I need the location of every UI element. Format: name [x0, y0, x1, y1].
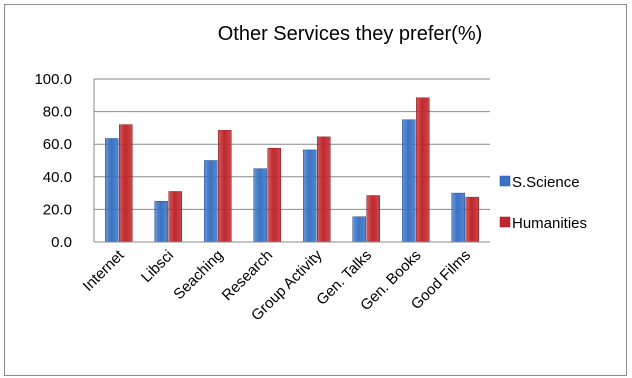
humanities-bar [465, 196, 479, 243]
s-science-bar [154, 201, 168, 243]
legend: S.Science Humanities [499, 174, 587, 232]
y-tick-label: 40.0 [43, 169, 72, 186]
s-science-bar [402, 119, 416, 243]
humanities-bar [168, 191, 182, 243]
y-tick-label: 20.0 [43, 201, 72, 218]
s-science-bar [303, 149, 317, 243]
s-science-bar [352, 216, 366, 243]
bars [105, 97, 479, 243]
gridlines [94, 78, 490, 243]
x-tick-label: Libsci [138, 247, 177, 286]
chart-title: Other Services they prefer(%) [218, 23, 483, 45]
y-axis: 0.0 20.0 40.0 60.0 80.0 100.0 [34, 71, 95, 251]
humanities-bar [317, 136, 331, 243]
y-tick-label: 100.0 [34, 71, 72, 88]
legend-swatch [499, 216, 511, 228]
x-tick-label: Internet [80, 246, 129, 295]
x-tick-label: Seaching [170, 247, 226, 303]
humanities-bar [218, 130, 232, 243]
s-science-bar [451, 192, 465, 243]
legend-label: S.Science [512, 174, 580, 191]
humanities-bar [416, 97, 430, 243]
humanities-bar [119, 124, 133, 243]
s-science-bar [204, 160, 218, 243]
humanities-bar [366, 195, 380, 243]
y-tick-label: 60.0 [43, 136, 72, 153]
legend-label: Humanities [512, 215, 587, 232]
y-tick-label: 80.0 [43, 104, 72, 121]
humanities-bar [267, 148, 281, 243]
s-science-bar [105, 138, 119, 243]
legend-swatch [499, 175, 511, 187]
y-tick-label: 0.0 [51, 234, 72, 251]
s-science-bar [253, 168, 267, 243]
